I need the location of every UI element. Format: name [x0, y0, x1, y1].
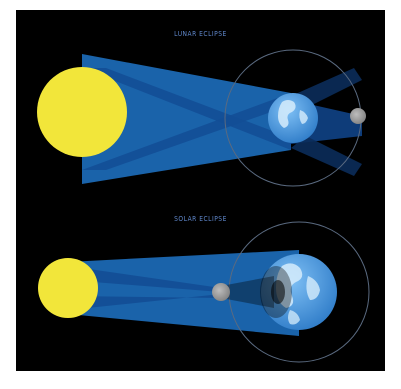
eclipse-diagram: LUNAR ECLIPSE SOLAR ECLIPSE: [16, 10, 385, 371]
solar-umbra-lower: [68, 294, 221, 310]
lunar-penumbra-lower: [82, 93, 291, 170]
lunar-sun-icon: [37, 67, 127, 157]
solar-umbra-shadow: [271, 280, 285, 304]
lunar-penumbra-upper: [82, 68, 291, 150]
lunar-eclipse-panel: [37, 49, 366, 187]
solar-umbra-upper: [68, 266, 221, 292]
solar-outer-beam: [68, 250, 299, 336]
solar-shadow-cone: [221, 276, 274, 308]
lunar-moon-icon: [350, 108, 366, 124]
solar-eclipse-title: SOLAR ECLIPSE: [174, 215, 227, 223]
lunar-eclipse-title: LUNAR ECLIPSE: [174, 30, 227, 38]
lunar-penumbra-fan-lower: [291, 136, 362, 176]
solar-eclipse-panel: [38, 221, 370, 363]
diagram-canvas: [37, 49, 370, 363]
lunar-penumbra-fan-upper: [291, 68, 362, 108]
solar-sun-icon: [38, 258, 98, 318]
solar-moon-icon: [212, 283, 230, 301]
lunar-earth-icon: [268, 93, 318, 143]
